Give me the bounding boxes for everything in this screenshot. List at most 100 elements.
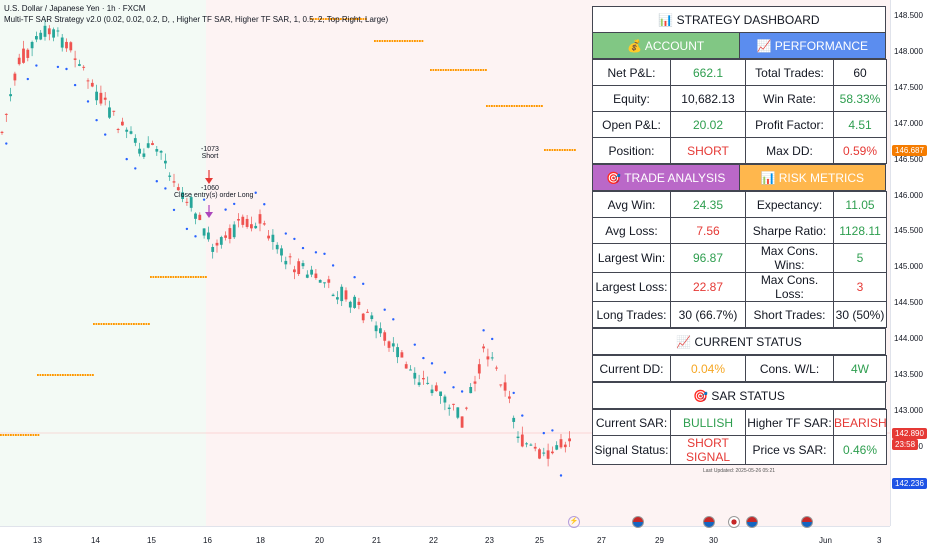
htf-sar-dot xyxy=(419,40,421,42)
cons-wl-label: Cons. W/L: xyxy=(745,355,834,382)
htf-sar-dot xyxy=(67,374,69,376)
candle-body xyxy=(215,242,219,246)
htf-sar-dot xyxy=(0,434,2,436)
higher-tf-sar-dots xyxy=(0,18,576,436)
htf-sar-dot xyxy=(180,276,182,278)
sar-dot xyxy=(86,100,90,103)
strategy-dashboard: 📊 STRATEGY DASHBOARD 💰 ACCOUNT 📈 PERFORMA… xyxy=(592,6,887,474)
time-axis[interactable] xyxy=(0,526,890,527)
htf-sar-dot xyxy=(310,18,312,20)
time-axis-label: 16 xyxy=(203,536,212,545)
htf-sar-dot xyxy=(511,105,513,107)
htf-sar-dot xyxy=(470,69,472,71)
candle-body xyxy=(13,73,17,81)
candle-body xyxy=(280,248,283,256)
dashboard-title: 📊 STRATEGY DASHBOARD xyxy=(592,6,886,33)
htf-sar-dot xyxy=(62,374,64,376)
close-long-arrow xyxy=(205,205,213,218)
bullish-zone-background xyxy=(0,0,206,526)
htf-sar-dot xyxy=(503,105,506,107)
candle-body xyxy=(103,97,107,100)
htf-sar-dot xyxy=(92,374,94,376)
htf-sar-dot xyxy=(87,374,89,376)
sar-dot xyxy=(460,390,464,393)
candle-body xyxy=(159,150,163,153)
sar-dot xyxy=(430,362,434,365)
short-annotation: -1073 Short xyxy=(201,146,219,160)
htf-sar-dot xyxy=(170,276,172,278)
candle-body xyxy=(4,113,8,115)
htf-sar-dot xyxy=(115,323,118,325)
sar-dot xyxy=(362,282,365,286)
win-rate-label: Win Rate: xyxy=(745,85,834,112)
htf-sar-dot xyxy=(135,323,138,325)
htf-sar-dot xyxy=(411,40,414,42)
htf-sar-dot xyxy=(340,18,342,20)
sar-dot xyxy=(5,142,8,145)
avg-loss-label: Avg Loss: xyxy=(592,217,671,244)
time-axis-label: 14 xyxy=(91,536,100,545)
lightning-event-icon[interactable]: ⚡ xyxy=(568,516,580,528)
candle-body xyxy=(452,403,455,405)
htf-sar-dot xyxy=(513,105,516,107)
htf-sar-dot xyxy=(165,276,167,278)
htf-sar-dot xyxy=(501,105,503,107)
candle-body xyxy=(202,228,206,236)
sar-dot xyxy=(512,391,515,395)
candle-body xyxy=(293,269,296,273)
candle-body xyxy=(35,36,38,40)
htf-sar-dot xyxy=(357,18,360,20)
htf-sar-dot xyxy=(409,40,411,42)
candle-body xyxy=(176,187,180,191)
candle-body xyxy=(262,223,266,225)
candle-body xyxy=(555,445,559,450)
htf-sar-dot xyxy=(345,18,347,20)
htf-sar-dot xyxy=(465,69,467,71)
candle-body xyxy=(69,42,73,51)
expectancy-label: Expectancy: xyxy=(745,191,834,218)
us-flag-icon[interactable] xyxy=(801,516,813,528)
htf-sar-dot xyxy=(531,105,533,107)
candle-body xyxy=(366,311,369,313)
htf-sar-dot xyxy=(406,40,409,42)
us-flag-icon[interactable] xyxy=(746,516,758,528)
sar-dot xyxy=(491,337,494,341)
sar-dot xyxy=(284,232,287,235)
candle-body xyxy=(90,82,94,87)
htf-sar-dot xyxy=(320,18,322,20)
htf-sar-dot xyxy=(98,323,100,325)
candle-body xyxy=(181,192,184,199)
htf-sar-dot xyxy=(574,149,576,151)
candle-body xyxy=(258,214,262,224)
sar-dot xyxy=(172,208,176,212)
price-axis-label: 145.500 xyxy=(894,226,923,236)
sar-dot xyxy=(559,474,563,477)
time-axis-label: 15 xyxy=(147,536,156,545)
avg-win-value: 24.35 xyxy=(670,191,746,218)
sar-dot xyxy=(263,203,266,206)
sar-dot xyxy=(551,429,554,432)
htf-sar-dot xyxy=(22,434,25,436)
htf-sar-dot xyxy=(140,323,143,325)
htf-sar-dot xyxy=(486,105,488,107)
candle-body xyxy=(185,201,189,203)
risk-metrics-header: 📊 RISK METRICS xyxy=(738,164,886,191)
candle-body xyxy=(383,332,387,341)
candle-body xyxy=(396,347,399,358)
candle-body xyxy=(327,279,331,283)
candle-body xyxy=(17,57,21,65)
htf-sar-dot xyxy=(355,18,357,20)
htf-sar-dot xyxy=(157,276,160,278)
htf-sar-dot xyxy=(384,40,386,42)
us-flag-icon[interactable] xyxy=(632,516,644,528)
higher-tf-sar-value: BEARISH xyxy=(833,409,887,436)
candle-body xyxy=(95,91,98,101)
htf-sar-dot xyxy=(15,434,17,436)
candle-body xyxy=(151,143,154,145)
htf-sar-dot xyxy=(25,434,27,436)
candle-body xyxy=(434,385,438,392)
candle-body xyxy=(112,110,116,112)
us-flag-icon[interactable] xyxy=(703,516,715,528)
htf-sar-dot xyxy=(362,18,365,20)
jp-flag-icon[interactable] xyxy=(728,516,740,528)
